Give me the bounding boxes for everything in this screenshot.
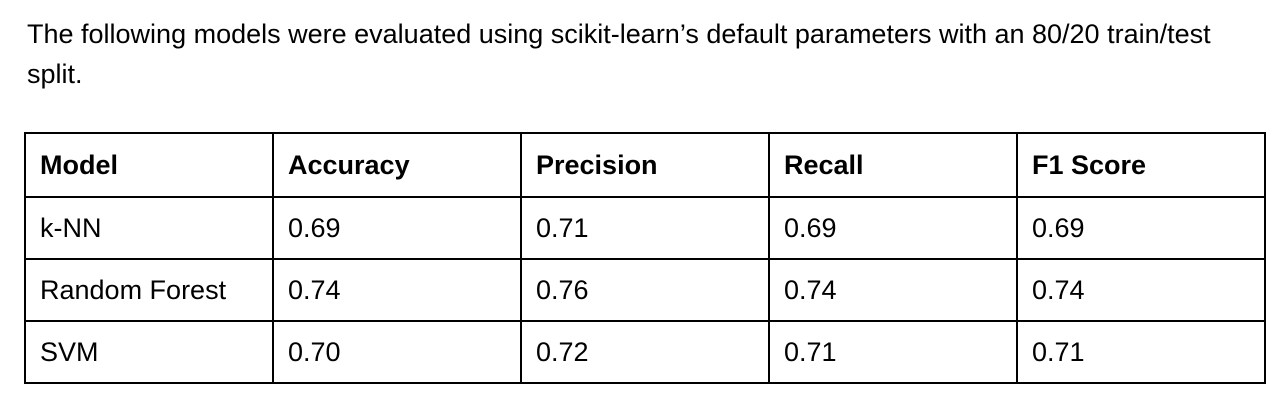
cell-model: SVM xyxy=(24,320,274,384)
table-row: SVM 0.70 0.72 0.71 0.71 xyxy=(24,320,1266,384)
table-row: k-NN 0.69 0.71 0.69 0.69 xyxy=(24,196,1266,260)
table-header-row: Model Accuracy Precision Recall F1 Score xyxy=(24,132,1266,198)
cell-precision: 0.71 xyxy=(520,196,770,260)
cell-f1-score: 0.74 xyxy=(1016,258,1266,322)
table-row: Random Forest 0.74 0.76 0.74 0.74 xyxy=(24,258,1266,322)
intro-paragraph: The following models were evaluated usin… xyxy=(27,19,1211,89)
cell-accuracy: 0.70 xyxy=(272,320,522,384)
cell-accuracy: 0.69 xyxy=(272,196,522,260)
cell-model: Random Forest xyxy=(24,258,274,322)
cell-recall: 0.69 xyxy=(768,196,1018,260)
cell-f1-score: 0.69 xyxy=(1016,196,1266,260)
cell-accuracy: 0.74 xyxy=(272,258,522,322)
header-accuracy: Accuracy xyxy=(272,132,522,198)
model-results-table: Model Accuracy Precision Recall F1 Score… xyxy=(24,132,1266,384)
cell-precision: 0.76 xyxy=(520,258,770,322)
cell-model: k-NN xyxy=(24,196,274,260)
header-model: Model xyxy=(24,132,274,198)
cell-recall: 0.71 xyxy=(768,320,1018,384)
header-precision: Precision xyxy=(520,132,770,198)
cell-recall: 0.74 xyxy=(768,258,1018,322)
header-recall: Recall xyxy=(768,132,1018,198)
cell-precision: 0.72 xyxy=(520,320,770,384)
header-f1-score: F1 Score xyxy=(1016,132,1266,198)
cell-f1-score: 0.71 xyxy=(1016,320,1266,384)
